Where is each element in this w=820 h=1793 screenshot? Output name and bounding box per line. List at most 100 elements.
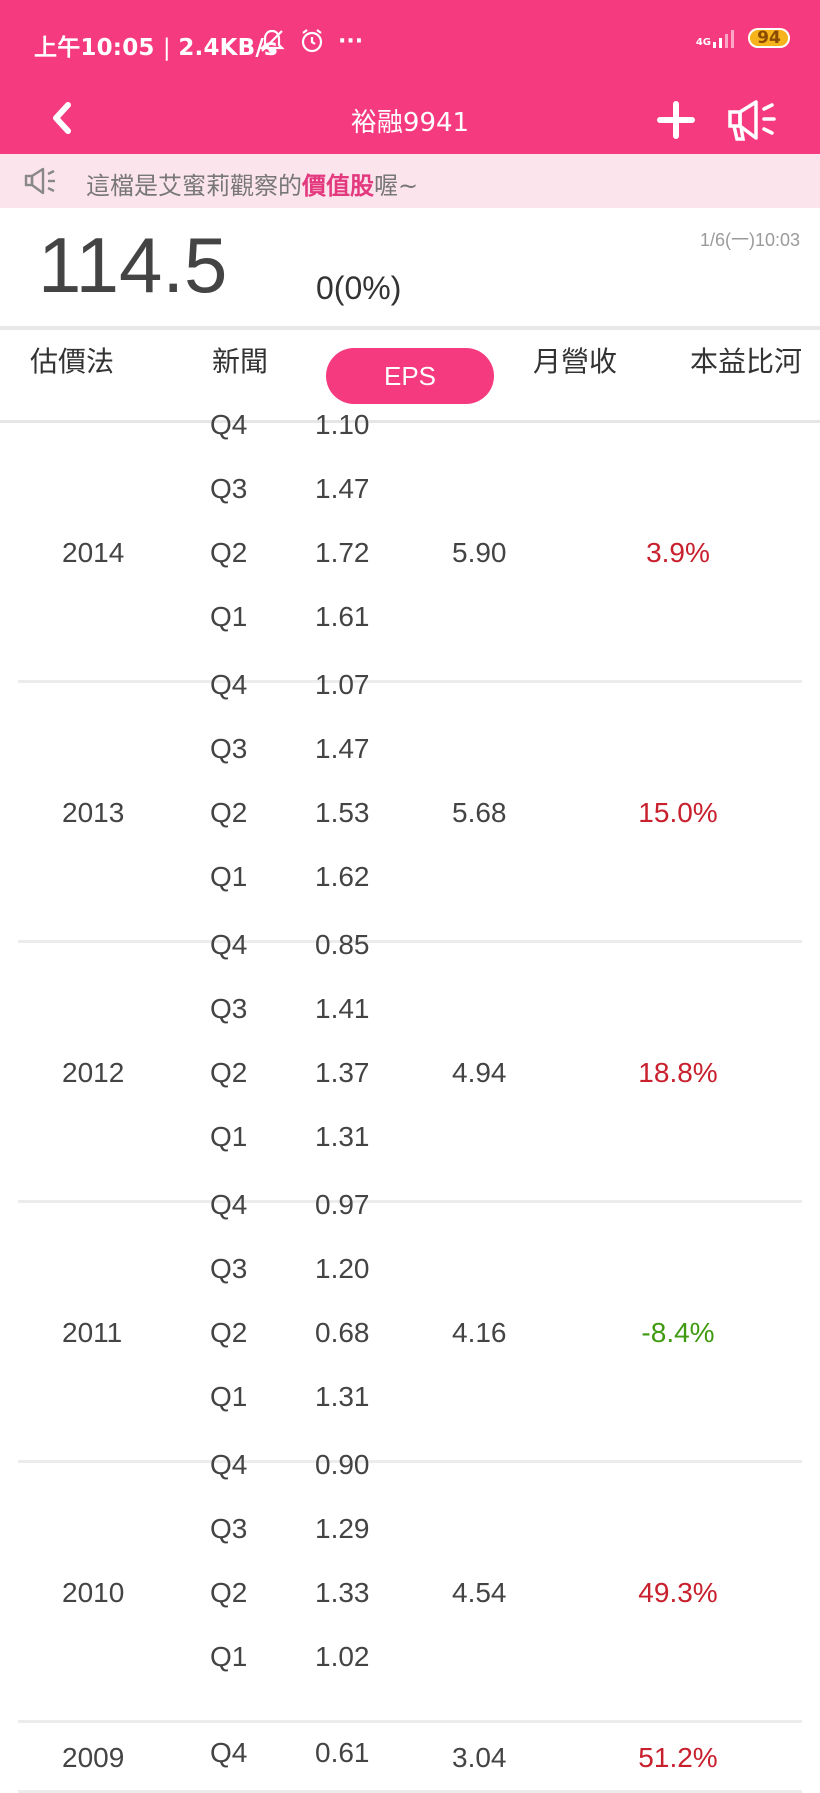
- notice-prefix: 這檔是艾蜜莉觀察的: [86, 172, 302, 200]
- quote-panel: 114.5 0(0%) 1/6(一)10:03: [0, 208, 820, 326]
- tab-news[interactable]: 新聞: [212, 345, 269, 378]
- tab-bar-border: [0, 420, 820, 423]
- quarter-row: Q1 1.31: [0, 1107, 820, 1171]
- row-divider: [18, 1200, 802, 1203]
- quarter-label: Q4: [210, 1189, 248, 1220]
- quarter-eps: 0.85: [315, 929, 370, 960]
- annual-eps: 3.04: [452, 1742, 507, 1773]
- current-price: 114.5: [38, 221, 228, 309]
- quarter-label: Q2: [210, 797, 248, 828]
- quarter-list: Q4 1.07 Q3 1.47 Q2 1.53 Q1 1.62: [0, 669, 820, 943]
- tab-pe-river[interactable]: 本益比河: [690, 345, 803, 378]
- quarter-label: Q4: [210, 1449, 248, 1480]
- quote-timestamp: 1/6(一)10:03: [699, 230, 800, 250]
- tab-eps[interactable]: EPS: [326, 348, 494, 404]
- quarter-list: Q4 0.90 Q3 1.29 Q2 1.33 Q1 1.02: [0, 1449, 820, 1723]
- notice-highlight-link[interactable]: 價值股: [302, 172, 374, 200]
- add-button[interactable]: [650, 94, 702, 146]
- chevron-left-icon: [53, 102, 71, 134]
- quarter-row: Q4 1.10: [0, 395, 820, 459]
- plus-icon: [657, 101, 695, 139]
- quarter-eps: 1.61: [315, 601, 370, 632]
- quarter-row: Q2 0.68: [0, 1303, 820, 1367]
- year-group: 2012 Q4 0.85 Q3 1.41 Q2 1.37 Q1 1.31 4.94 18.8%: [0, 929, 820, 1203]
- annual-eps: 4.16: [452, 1317, 507, 1348]
- signal-label: 4G: [695, 37, 711, 48]
- quarter-eps: 1.47: [315, 733, 370, 764]
- quarter-eps: 1.33: [315, 1577, 370, 1608]
- quarter-row: Q4 0.97: [0, 1175, 820, 1239]
- year-label: 2012: [62, 1057, 125, 1088]
- megaphone-icon: [24, 167, 55, 195]
- notice-banner[interactable]: 這檔是艾蜜莉觀察的價值股喔~: [0, 154, 820, 208]
- quarter-label: Q4: [210, 409, 248, 440]
- tab-monthly-revenue[interactable]: 月營收: [533, 345, 618, 378]
- back-button[interactable]: [42, 98, 82, 138]
- signal-icon: 4G: [696, 28, 734, 48]
- row-divider: [18, 940, 802, 943]
- row-divider: [18, 1720, 802, 1723]
- status-bar: 上午10:05 | 2.4KB/s ··· 4G 94: [0, 0, 820, 86]
- notice-text: 這檔是艾蜜莉觀察的價值股喔~: [86, 166, 418, 201]
- more-notifications-icon: ···: [338, 28, 364, 54]
- quarter-label: Q2: [210, 1057, 248, 1088]
- quarter-eps: 1.02: [315, 1641, 370, 1672]
- quarter-eps: 1.62: [315, 861, 370, 892]
- megaphone-icon: [728, 100, 776, 141]
- quarter-row: Q2 1.37: [0, 1043, 820, 1107]
- quarter-eps: 1.10: [315, 409, 370, 440]
- battery-icon: 94: [748, 28, 790, 48]
- alarm-clock-icon: [301, 29, 323, 53]
- row-divider: [18, 1460, 802, 1463]
- quarter-label: Q3: [210, 733, 248, 764]
- status-right: 4G 94: [696, 28, 790, 48]
- quarter-eps: 0.97: [315, 1189, 370, 1220]
- quarter-row: Q1 1.31: [0, 1367, 820, 1431]
- quarter-row: Q2 1.53: [0, 783, 820, 847]
- muted-bell-icon: [259, 29, 285, 53]
- year-group: 2010 Q4 0.90 Q3 1.29 Q2 1.33 Q1 1.02 4.54 49.3%: [0, 1449, 820, 1723]
- eps-growth: -8.4%: [641, 1317, 715, 1348]
- quarter-row: Q1 1.62: [0, 847, 820, 911]
- quarter-eps: 1.20: [315, 1253, 370, 1284]
- notice-suffix: 喔~: [374, 172, 419, 200]
- year-group: 2013 Q4 1.07 Q3 1.47 Q2 1.53 Q1 1.62 5.68 15.0%: [0, 669, 820, 943]
- year-label: 2014: [62, 537, 125, 568]
- divider: [0, 326, 820, 330]
- status-separator: |: [162, 35, 179, 61]
- quarter-eps: 1.29: [315, 1513, 370, 1544]
- clock-text: 上午10:05: [34, 35, 155, 61]
- announcement-button[interactable]: [724, 94, 784, 146]
- quarter-eps: 1.72: [315, 537, 370, 568]
- quarter-label: Q4: [210, 669, 248, 700]
- quarter-label: Q2: [210, 537, 248, 568]
- quarter-label: Q2: [210, 1317, 248, 1348]
- year-label: 2013: [62, 797, 125, 828]
- quarter-row: Q1 1.61: [0, 587, 820, 651]
- quarter-label: Q4: [210, 1737, 248, 1768]
- tab-valuation[interactable]: 估價法: [30, 345, 115, 378]
- quarter-eps: 0.68: [315, 1317, 370, 1348]
- quarter-label: Q3: [210, 1253, 248, 1284]
- page-title: 裕融9941: [350, 108, 470, 138]
- year-label: 2011: [62, 1317, 123, 1348]
- annual-eps: 4.54: [452, 1577, 507, 1608]
- quarter-label: Q1: [210, 861, 248, 892]
- quarter-list: Q4 0.85 Q3 1.41 Q2 1.37 Q1 1.31: [0, 929, 820, 1203]
- row-divider: [18, 680, 802, 683]
- eps-growth: 3.9%: [646, 537, 710, 568]
- quarter-row: Q2 1.33: [0, 1563, 820, 1627]
- quarter-row: Q3 1.20: [0, 1239, 820, 1303]
- signal-bars: [713, 28, 734, 48]
- quarter-label: Q1: [210, 1121, 248, 1152]
- annual-eps: 5.90: [452, 537, 507, 568]
- quarter-label: Q2: [210, 1577, 248, 1608]
- quarter-eps: 1.47: [315, 473, 370, 504]
- quarter-list: Q4 0.97 Q3 1.20 Q2 0.68 Q1 1.31: [0, 1189, 820, 1463]
- year-label: 2010: [62, 1577, 125, 1608]
- eps-growth: 51.2%: [638, 1742, 718, 1773]
- app-bar: 裕融9941: [0, 86, 820, 154]
- eps-growth: 49.3%: [638, 1577, 718, 1608]
- quarter-row: Q3 1.47: [0, 719, 820, 783]
- annual-eps: 5.68: [452, 797, 507, 828]
